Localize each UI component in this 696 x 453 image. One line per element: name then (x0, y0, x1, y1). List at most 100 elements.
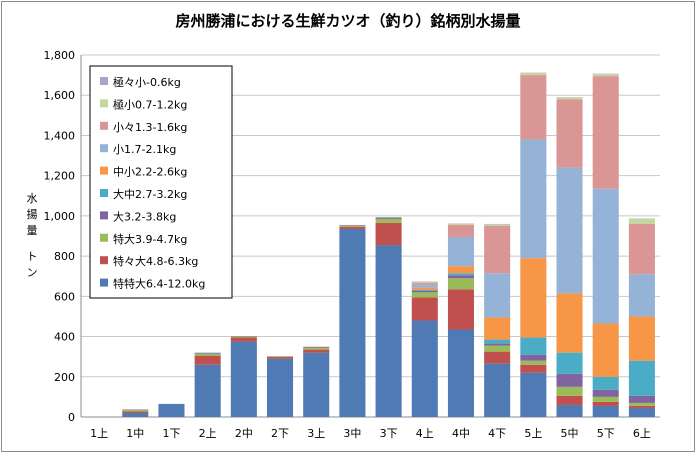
y-tick-label: 600 (54, 290, 75, 303)
bar-segment (375, 217, 402, 219)
bar-segment (520, 337, 547, 355)
bar-segment (122, 409, 149, 412)
x-tick-label: 1下 (162, 427, 180, 440)
legend-entry: 特々大4.8-6.3kg (113, 254, 198, 268)
bar-segment (556, 167, 583, 294)
legend-swatch (100, 99, 108, 108)
bar-segment (267, 356, 294, 359)
bar-segment (411, 284, 438, 288)
x-tick-label: 6上 (633, 427, 651, 440)
y-axis-label-char: ト (27, 250, 38, 263)
bar-segment (628, 274, 655, 317)
bar-segment (339, 225, 366, 227)
legend-entry: 小1.7-2.1kg (113, 143, 176, 156)
bar-segment (520, 73, 547, 76)
bar-segment (592, 396, 619, 402)
x-tick-label: 5下 (597, 427, 615, 440)
bar-segment (303, 347, 330, 348)
x-tick-label: 3上 (307, 427, 325, 440)
bar-segment (447, 237, 474, 267)
bar-segment (411, 297, 438, 321)
legend-entry: 小々1.3-1.6kg (113, 121, 187, 134)
bar-segment (520, 372, 547, 417)
bar-segment (411, 289, 438, 291)
y-axis-label-char: 量 (27, 224, 38, 237)
bar-segment (447, 329, 474, 417)
legend-entry: 大中2.7-3.2kg (113, 187, 187, 201)
y-tick-label: 1,600 (44, 89, 76, 102)
bar-segment (267, 358, 294, 417)
bar-segment (628, 395, 655, 403)
x-tick-label: 1中 (126, 427, 144, 440)
bar-segment (447, 275, 474, 279)
bar-segment (411, 287, 438, 290)
legend: 極々小-0.6kg 極小0.7-1.2kg 小々1.3-1.6kg 小1.7-2.1k… (89, 65, 233, 299)
bar-segment (339, 226, 366, 229)
bar-segment (520, 360, 547, 365)
bar-segment (520, 139, 547, 259)
y-tick-label: 1,000 (44, 210, 76, 223)
bar-segment (628, 407, 655, 417)
bars (122, 72, 655, 417)
y-axis-label-char: ン (27, 266, 38, 279)
bar-segment (628, 218, 655, 224)
bar-segment (303, 349, 330, 353)
bar-segment (556, 293, 583, 353)
bar-segment (520, 258, 547, 338)
bar-segment (447, 223, 474, 225)
bar-segment (556, 386, 583, 396)
bar-segment (484, 317, 511, 340)
y-axis-ticks: 0 200 400 600 800 1,000 1,200 1,400 1,600 1,800 (44, 49, 76, 424)
bar-segment (194, 353, 221, 354)
x-tick-label: 2上 (199, 427, 217, 440)
bar-segment (520, 75, 547, 140)
x-axis-categories: 1上 1中 1下 2上 2中 2下 3上 3中 3下 4上 4中 4下 5上 5中 5下 6上 (90, 427, 651, 440)
y-tick-label: 400 (54, 331, 75, 344)
bar-segment (484, 224, 511, 226)
bar-segment (628, 316, 655, 361)
bar-segment (484, 225, 511, 274)
bar-segment (556, 395, 583, 405)
bar-segment (303, 352, 330, 417)
legend-swatch (100, 211, 108, 220)
bar-segment (628, 402, 655, 406)
bar-segment (556, 373, 583, 387)
bar-segment (122, 411, 149, 413)
x-tick-label: 2下 (271, 427, 289, 440)
y-axis-label-char: 揚 (27, 208, 38, 221)
bar-segment (592, 389, 619, 397)
bar-segment (447, 273, 474, 276)
legend-swatch (100, 166, 108, 175)
bar-segment (411, 292, 438, 298)
bar-segment (484, 363, 511, 417)
bar-segment (447, 289, 474, 330)
legend-swatch (100, 278, 108, 287)
x-tick-label: 1上 (90, 427, 108, 440)
bar-segment (592, 76, 619, 189)
legend-swatch (100, 77, 108, 85)
legend-entry: 中小2.2-2.6kg (113, 166, 187, 179)
bar-segment (628, 405, 655, 408)
legend-entry: 極小0.7-1.2kg (113, 97, 187, 111)
bar-segment (375, 245, 402, 417)
bar-segment (411, 290, 438, 293)
bar-segment (230, 336, 257, 338)
y-tick-label: 1,800 (44, 49, 76, 62)
legend-swatch (100, 189, 108, 197)
bar-segment (375, 222, 402, 246)
bar-segment (411, 320, 438, 417)
bar-segment (230, 337, 257, 342)
x-tick-label: 4中 (452, 427, 470, 440)
bar-segment (194, 355, 221, 365)
bar-segment (447, 266, 474, 274)
bar-segment (556, 97, 583, 100)
bar-segment (194, 353, 221, 356)
bar-segment (592, 405, 619, 417)
bar-segment (230, 341, 257, 417)
legend-entry: 特特大6.4-12.0kg (113, 277, 205, 291)
bar-segment (484, 345, 511, 352)
bar-segment (520, 364, 547, 373)
bar-segment (484, 273, 511, 318)
